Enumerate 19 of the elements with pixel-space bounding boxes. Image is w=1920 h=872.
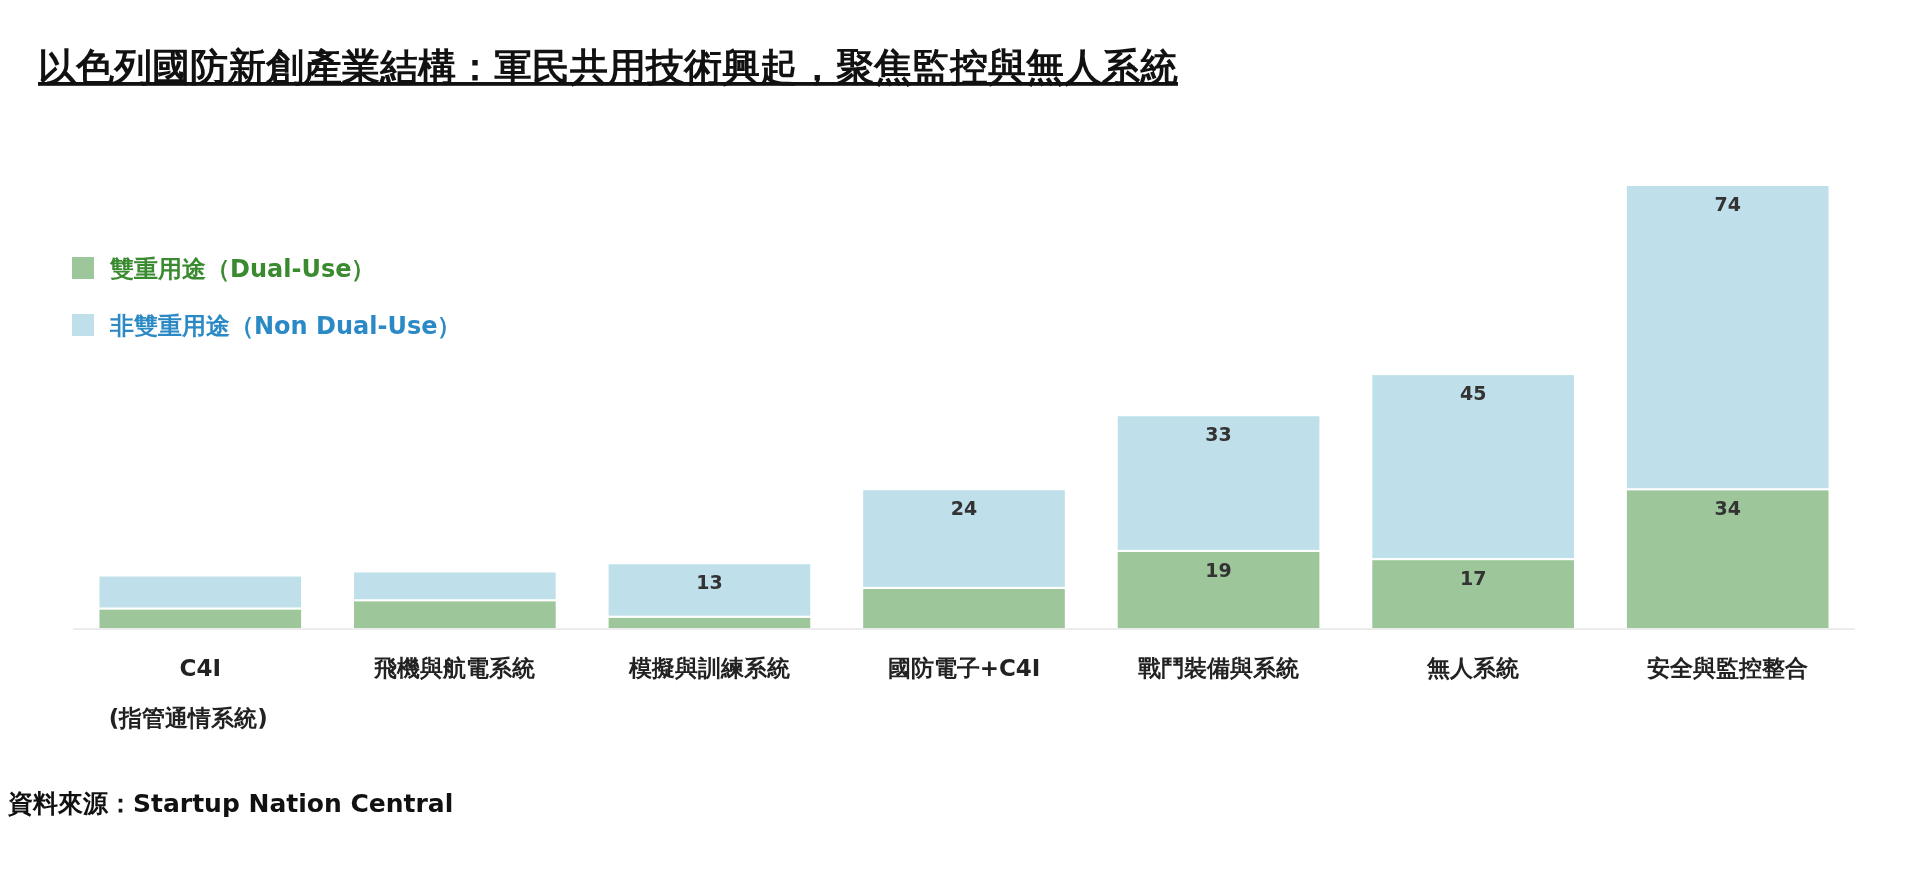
legend-label: 雙重用途（Dual-Use） xyxy=(109,255,376,283)
x-tick-label: 戰鬥裝備與系統 xyxy=(1138,655,1300,681)
source-note: 資料來源：Startup Nation Central xyxy=(7,789,454,818)
x-tick-label: 安全與監控整合 xyxy=(1647,655,1809,681)
x-tick-label: C4I (指管通情系統) xyxy=(108,655,268,731)
data-label: 74 xyxy=(1714,193,1741,215)
data-label: 17 xyxy=(1459,567,1487,590)
x-tick-label: 模擬與訓練系統 xyxy=(627,655,790,681)
data-label: 19 xyxy=(1205,558,1232,581)
data-label: 13 xyxy=(696,571,723,594)
legend-label: 非雙重用途（Non Dual-Use） xyxy=(109,312,462,340)
data-label: 33 xyxy=(1205,423,1232,446)
x-tick-label: 國防電子+C4I xyxy=(887,655,1041,681)
data-label: 45 xyxy=(1459,382,1487,405)
data-label: 34 xyxy=(1714,497,1741,520)
data-label: 24 xyxy=(950,497,978,520)
chart-title: 以色列國防新創產業結構：軍民共用技術興起，聚焦監控與無人系統 xyxy=(38,45,1178,89)
x-tick-label: 飛機與航電系統 xyxy=(373,655,536,681)
x-tick-label: 無人系統 xyxy=(1426,655,1520,681)
